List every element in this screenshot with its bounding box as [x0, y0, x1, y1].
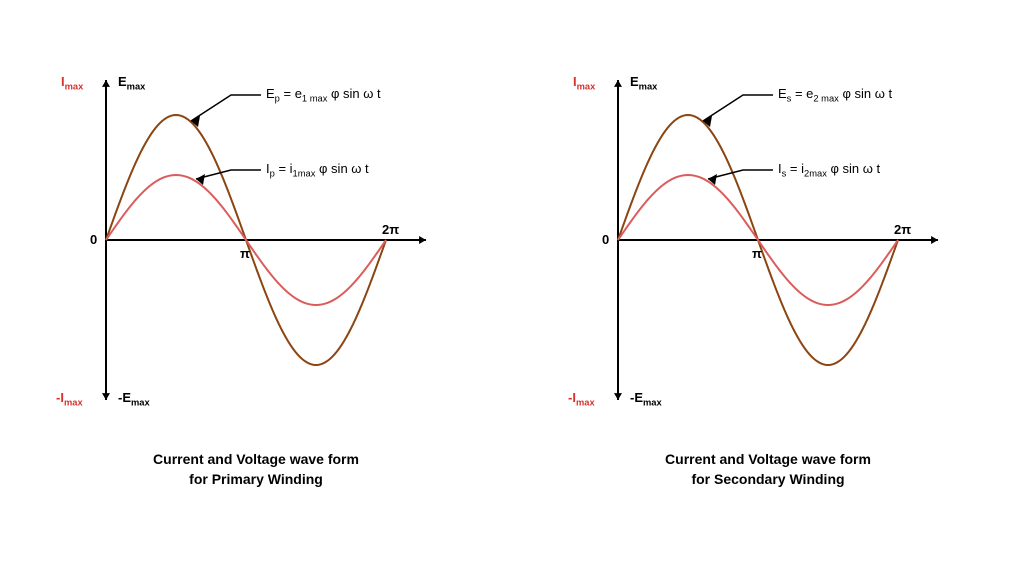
origin-label: 0 [602, 232, 609, 247]
two-pi-label: 2π [382, 222, 399, 237]
waveform-svg [46, 60, 466, 420]
i-max-top-label: Imax [573, 74, 595, 92]
waveform-svg [558, 60, 978, 420]
i-max-top-label: Imax [61, 74, 83, 92]
pi-label: π [240, 246, 250, 261]
i-max-bot-label: -Imax [568, 390, 595, 408]
current-equation: Is = i2max φ sin ω t [778, 161, 880, 179]
origin-label: 0 [90, 232, 97, 247]
e-max-bot-label: -Emax [118, 390, 150, 408]
panel-primary: Emax Imax -Emax -Imax 0 π 2π Ep = e1 max… [46, 60, 466, 489]
e-max-bot-label: -Emax [630, 390, 662, 408]
panel-secondary: Emax Imax -Emax -Imax 0 π 2π Es = e2 max… [558, 60, 978, 489]
i-max-bot-label: -Imax [56, 390, 83, 408]
two-pi-label: 2π [894, 222, 911, 237]
caption-primary: Current and Voltage wave form for Primar… [153, 450, 359, 489]
voltage-equation: Ep = e1 max φ sin ω t [266, 86, 381, 104]
pi-label: π [752, 246, 762, 261]
caption-secondary: Current and Voltage wave form for Second… [665, 450, 871, 489]
plot-primary: Emax Imax -Emax -Imax 0 π 2π Ep = e1 max… [46, 60, 466, 420]
plot-secondary: Emax Imax -Emax -Imax 0 π 2π Es = e2 max… [558, 60, 978, 420]
voltage-equation: Es = e2 max φ sin ω t [778, 86, 892, 104]
current-equation: Ip = i1max φ sin ω t [266, 161, 369, 179]
e-max-top-label: Emax [630, 74, 657, 92]
e-max-top-label: Emax [118, 74, 145, 92]
